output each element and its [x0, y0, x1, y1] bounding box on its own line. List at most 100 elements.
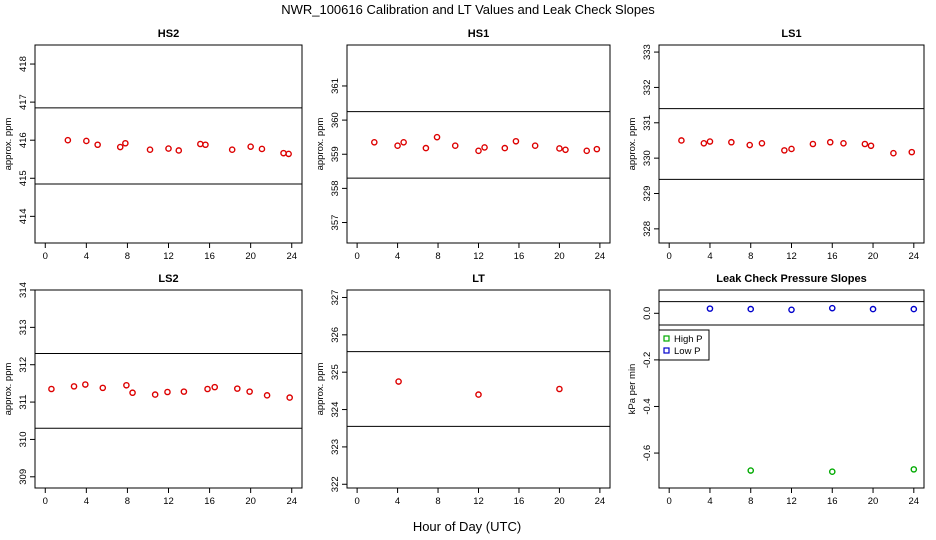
plot-frame [658, 289, 925, 489]
data-point [64, 136, 72, 144]
panel-4: LS2 0 4 8 12 16 20 24 309 310 311 312 313 314 approx. … [3, 273, 303, 507]
data-point [910, 466, 918, 473]
data-point [234, 385, 241, 392]
data-point [908, 148, 916, 156]
y-tick-label: 309 [18, 469, 29, 485]
y-axis-label: approx. ppm [315, 118, 326, 171]
data-point [788, 145, 795, 153]
data-point [82, 381, 89, 388]
data-point [116, 143, 124, 151]
data-point [809, 140, 817, 148]
x-tick-label: 4 [395, 251, 400, 262]
data-point [788, 306, 795, 314]
data-point [94, 141, 101, 149]
panel-6: Leak Check Pressure Slopes 0 4 8 12 16 20 24 0.0… [627, 273, 925, 507]
y-tick-label: 325 [330, 364, 341, 380]
x-tick-label: 16 [827, 251, 838, 262]
data-point [593, 145, 601, 153]
y-tick-label: 333 [642, 44, 653, 60]
panel-title: HS1 [468, 28, 489, 40]
x-tick-label: 12 [473, 251, 484, 262]
y-tick-label: 310 [18, 432, 29, 448]
y-axis-label: approx. ppm [627, 118, 638, 171]
y-tick-label: 415 [18, 170, 29, 186]
y-tick-label: 417 [18, 94, 29, 110]
y-tick-label: 331 [642, 115, 653, 131]
x-tick-label: 8 [125, 496, 130, 507]
y-tick-label: -0.4 [642, 398, 653, 414]
x-tick-label: 16 [827, 496, 838, 507]
data-point [175, 147, 183, 154]
x-tick-label: 24 [909, 251, 920, 262]
data-point [247, 143, 254, 150]
panel-title: LS1 [781, 28, 801, 40]
data-point [202, 141, 209, 149]
data-point [826, 138, 834, 146]
data-point [747, 467, 755, 474]
data-point [728, 138, 735, 146]
data-point [758, 139, 766, 147]
data-point [151, 391, 159, 398]
data-point [165, 145, 172, 152]
x-tick-label: 24 [286, 496, 297, 507]
x-tick-label: 4 [84, 251, 89, 262]
y-tick-label: 357 [330, 215, 341, 231]
data-point [451, 142, 459, 150]
data-point [867, 142, 875, 150]
x-tick-label: 0 [43, 251, 48, 262]
data-point [400, 138, 407, 146]
x-tick-label: 8 [435, 251, 440, 262]
x-tick-label: 0 [43, 496, 48, 507]
y-tick-label: 0.0 [642, 307, 653, 320]
data-point [123, 381, 130, 389]
x-tick-label: 16 [204, 496, 215, 507]
data-point [562, 146, 569, 154]
x-tick-label: 16 [514, 251, 525, 262]
data-point [861, 140, 869, 148]
x-tick-label: 24 [595, 496, 606, 507]
x-tick-label: 24 [286, 251, 297, 262]
data-point [146, 146, 154, 154]
data-point [890, 149, 897, 157]
y-tick-label: 361 [330, 78, 341, 94]
data-point [706, 305, 714, 312]
data-point [840, 139, 847, 147]
data-point [394, 142, 401, 150]
data-point [285, 150, 292, 158]
y-tick-label: 414 [18, 208, 29, 224]
data-point [371, 138, 378, 146]
x-tick-label: 0 [354, 496, 359, 507]
data-point [678, 137, 685, 144]
plot-frame [346, 44, 611, 244]
y-tick-label: 312 [18, 357, 29, 373]
data-point [501, 144, 509, 152]
x-tick-label: 8 [748, 496, 753, 507]
legend-swatch [663, 347, 670, 354]
data-point [246, 388, 253, 395]
data-point [746, 141, 754, 149]
y-tick-label: 322 [330, 476, 341, 492]
data-point [280, 149, 287, 157]
x-tick-label: 0 [354, 251, 359, 262]
x-tick-label: 8 [125, 251, 130, 262]
x-tick-label: 24 [909, 496, 920, 507]
y-tick-label: 314 [18, 282, 29, 298]
y-tick-label: 311 [18, 394, 29, 409]
y-tick-label: 330 [642, 150, 653, 166]
y-tick-label: -0.6 [642, 445, 653, 461]
x-tick-label: 12 [473, 496, 484, 507]
data-point [556, 385, 563, 393]
data-point [781, 147, 788, 154]
panel-title: LT [472, 273, 485, 285]
data-point [122, 139, 129, 147]
data-point [422, 144, 430, 152]
y-tick-label: 416 [18, 132, 29, 148]
x-tick-label: 12 [786, 251, 797, 262]
data-point [164, 388, 171, 396]
panel-3: LS1 0 4 8 12 16 20 24 328 329 330 331 332 333 approx. … [627, 28, 925, 262]
x-tick-label: 0 [667, 251, 672, 262]
data-point [258, 145, 266, 153]
data-point [197, 140, 204, 148]
y-tick-label: 360 [330, 112, 341, 128]
